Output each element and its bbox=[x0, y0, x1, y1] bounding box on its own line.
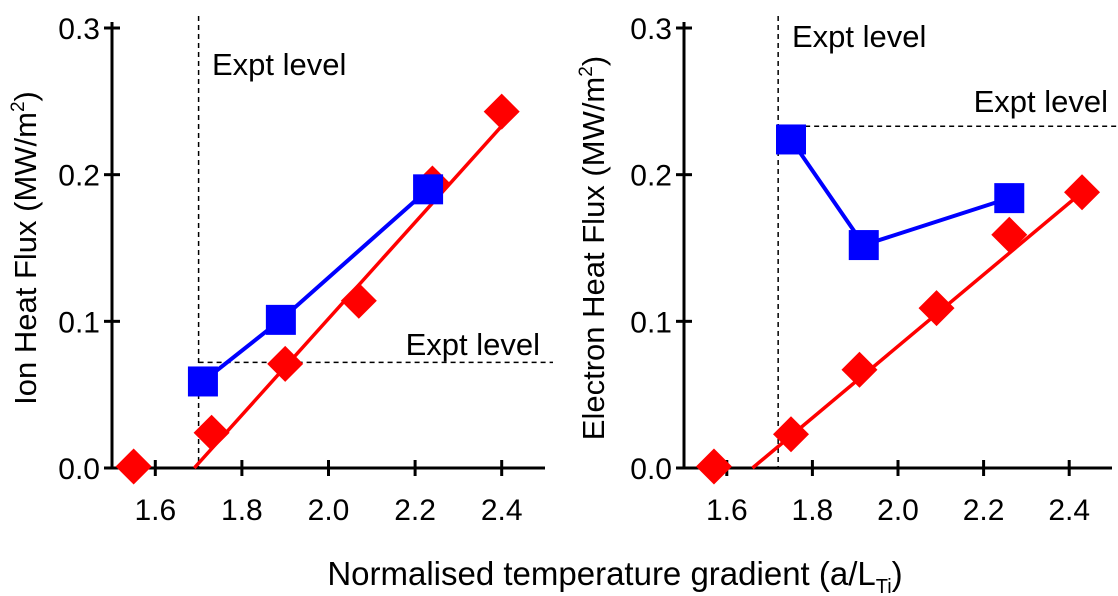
diamond-marker bbox=[695, 448, 732, 485]
expt-level-label-vertical: Expt level bbox=[212, 47, 346, 82]
electron-heat-flux-panel: 0.0 0.1 0.2 0.3 1.6 1.8 2.0 2.2 2.4 Electron Heat… bbox=[576, 13, 1118, 527]
x-axis-label: Normalised temperature gradient (a/LTi) bbox=[327, 555, 902, 596]
square-marker bbox=[994, 183, 1025, 214]
x-tick-label: 1.6 bbox=[706, 494, 748, 527]
diamond-marker bbox=[115, 448, 152, 485]
y-axis-label-superscript: 2 bbox=[576, 66, 597, 77]
y-axis-label-text: Electron Heat Flux (MW/m bbox=[576, 77, 611, 440]
x-tick-label: 2.4 bbox=[481, 494, 523, 527]
diamond-marker bbox=[193, 414, 230, 451]
x-axis-label-close: ) bbox=[892, 555, 903, 592]
y-tick-label: 0.0 bbox=[58, 453, 100, 486]
y-tick-label: 0.3 bbox=[58, 13, 100, 46]
expt-level-label-horizontal: Expt level bbox=[974, 84, 1108, 119]
diamond-marker bbox=[991, 216, 1028, 253]
square-marker bbox=[848, 230, 879, 261]
x-tick-label: 1.8 bbox=[792, 494, 834, 527]
square-marker bbox=[265, 304, 296, 335]
y-axis-label: Ion Heat Flux (MW/m2) bbox=[8, 91, 43, 405]
y-tick-label: 0.1 bbox=[58, 306, 100, 339]
diamond-marker bbox=[773, 416, 809, 453]
x-tick-label: 2.0 bbox=[308, 494, 350, 527]
expt-level-label-vertical: Expt level bbox=[792, 19, 926, 54]
x-tick-label: 1.6 bbox=[134, 494, 176, 527]
y-tick-label: 0.2 bbox=[630, 160, 672, 193]
x-tick-label: 2.2 bbox=[963, 494, 1005, 527]
expt-level-label-horizontal: Expt level bbox=[406, 327, 540, 362]
x-tick-label: 2.4 bbox=[1048, 494, 1090, 527]
y-axis-label-close: ) bbox=[576, 56, 611, 66]
y-tick-label: 0.3 bbox=[630, 13, 672, 46]
diamond-marker bbox=[841, 351, 878, 388]
diamond-marker bbox=[267, 345, 304, 382]
y-axis-label-close: ) bbox=[8, 91, 43, 101]
square-marker bbox=[776, 124, 806, 155]
x-tick-label: 2.0 bbox=[877, 494, 919, 527]
diamond-marker bbox=[340, 282, 377, 319]
diamond-marker bbox=[483, 93, 520, 130]
square-marker bbox=[187, 366, 218, 397]
y-tick-label: 0.1 bbox=[630, 306, 672, 339]
square-series-line bbox=[789, 138, 1010, 248]
y-tick-label: 0.0 bbox=[630, 453, 672, 486]
y-axis-label-text: Ion Heat Flux (MW/m bbox=[8, 112, 43, 405]
diamond-marker bbox=[918, 290, 955, 327]
square-marker bbox=[413, 174, 444, 205]
diamond-marker bbox=[1064, 174, 1101, 211]
y-axis-label-superscript: 2 bbox=[8, 101, 29, 112]
y-tick-label: 0.2 bbox=[58, 160, 100, 193]
x-tick-label: 2.2 bbox=[394, 494, 436, 527]
linear-fit-line bbox=[751, 190, 1084, 470]
y-axis-label: Electron Heat Flux (MW/m2) bbox=[576, 56, 611, 440]
square-series-line bbox=[201, 187, 430, 384]
x-axis-label-subscript: Ti bbox=[876, 576, 892, 596]
x-tick-label: 1.8 bbox=[221, 494, 263, 527]
ion-heat-flux-panel: 0.0 0.1 0.2 0.3 1.6 1.8 2.0 2.2 2.4 Ion Heat Flux… bbox=[8, 13, 553, 527]
